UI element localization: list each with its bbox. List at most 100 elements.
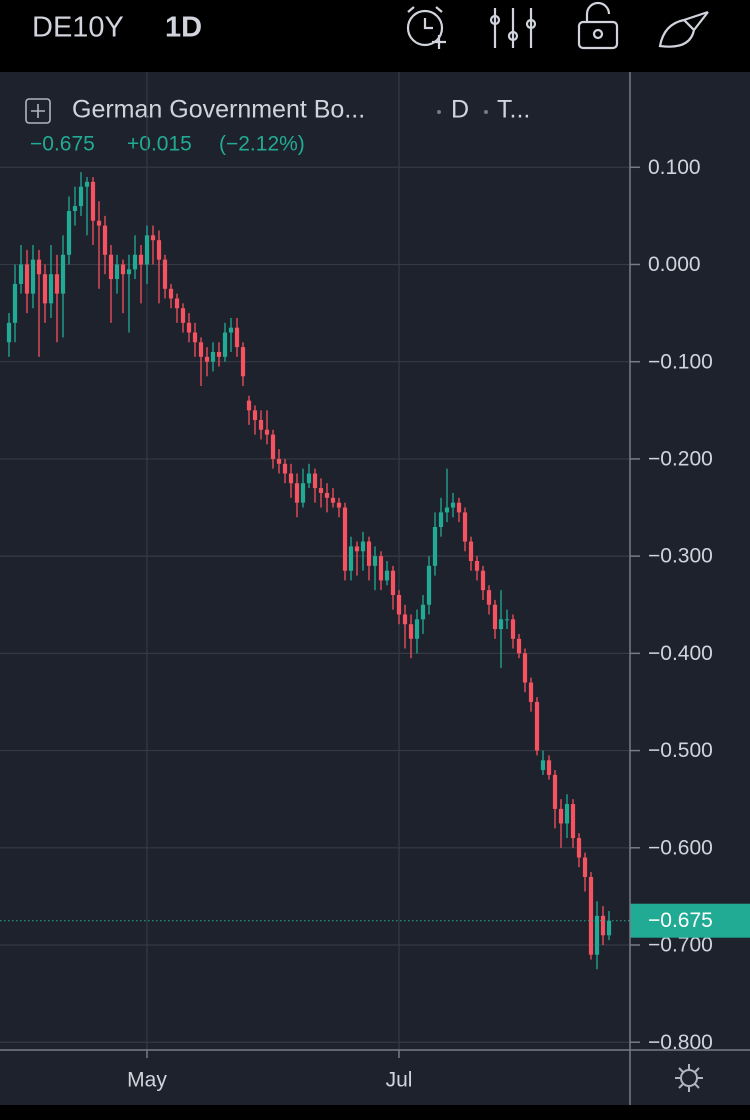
candle-body bbox=[600, 915, 606, 936]
candle-body bbox=[198, 342, 204, 357]
candle-body bbox=[450, 502, 456, 508]
candle-body bbox=[180, 308, 186, 323]
candle-body bbox=[318, 488, 324, 493]
y-tick-label: 0.000 bbox=[648, 253, 701, 276]
candle-body bbox=[378, 556, 384, 581]
candle-body bbox=[240, 347, 246, 377]
candle-body bbox=[384, 570, 390, 581]
candle-body bbox=[72, 206, 78, 212]
candle-body bbox=[480, 570, 486, 591]
candle-body bbox=[522, 653, 528, 683]
candle-body bbox=[228, 327, 234, 333]
candle-body bbox=[594, 915, 600, 955]
candle-body bbox=[300, 483, 306, 503]
candle-body bbox=[366, 541, 372, 566]
candle-body bbox=[402, 614, 408, 625]
candle-body bbox=[288, 473, 294, 484]
draw-icon[interactable] bbox=[658, 10, 709, 48]
candle-body bbox=[18, 264, 24, 284]
candle-body bbox=[324, 492, 330, 498]
y-tick-label: −0.500 bbox=[648, 739, 713, 762]
candle-body bbox=[360, 541, 366, 552]
candle-body bbox=[498, 619, 504, 630]
candle-body bbox=[156, 240, 162, 260]
y-tick-label: −0.100 bbox=[648, 350, 713, 373]
candle-body bbox=[468, 541, 474, 561]
candle-body bbox=[132, 254, 138, 270]
candle-body bbox=[162, 259, 168, 289]
y-tick-label: −0.300 bbox=[648, 545, 713, 568]
toolbar bbox=[406, 1, 709, 50]
candle-body bbox=[606, 920, 612, 936]
candle-body bbox=[408, 624, 414, 639]
interval[interactable]: 1D bbox=[165, 12, 202, 44]
candle-body bbox=[342, 507, 348, 571]
candle-body bbox=[54, 274, 60, 294]
expand-plus bbox=[31, 104, 45, 118]
candle-body bbox=[168, 288, 174, 299]
dot bbox=[484, 110, 488, 114]
candle-body bbox=[222, 332, 228, 357]
price: −0.675 bbox=[30, 133, 95, 156]
candle-body bbox=[474, 561, 480, 571]
candle-body bbox=[246, 400, 252, 411]
candle-body bbox=[582, 857, 588, 877]
candle-body bbox=[420, 604, 426, 620]
y-tick-label: −0.700 bbox=[648, 934, 713, 957]
candle-body bbox=[174, 298, 180, 309]
x-tick-label: May bbox=[127, 1069, 167, 1092]
candle-body bbox=[312, 473, 318, 489]
candle-body bbox=[546, 760, 552, 775]
candle-body bbox=[108, 254, 114, 280]
candle-body bbox=[12, 283, 18, 323]
candle-body bbox=[432, 526, 438, 566]
candle-body bbox=[84, 181, 90, 187]
indicators-icon[interactable] bbox=[489, 8, 537, 48]
y-tick-label: −0.600 bbox=[648, 836, 713, 859]
candle-body bbox=[492, 604, 498, 630]
candle-body bbox=[270, 434, 276, 459]
candle-body bbox=[204, 356, 210, 362]
candle-body bbox=[36, 259, 42, 275]
candle-body bbox=[138, 254, 144, 265]
x-tick-label: Jul bbox=[386, 1069, 413, 1092]
plot: 0.100 0.000 −0.100 −0.200 −0.300 −0.400 −0.500… bbox=[0, 72, 750, 1092]
candle-body bbox=[126, 269, 132, 275]
y-tick-label: 0.100 bbox=[648, 156, 701, 179]
alert-icon[interactable] bbox=[406, 6, 446, 49]
dot bbox=[437, 110, 441, 114]
candle-body bbox=[276, 458, 282, 464]
candle-body bbox=[192, 332, 198, 343]
candle-body bbox=[30, 259, 36, 294]
candle-body bbox=[186, 322, 192, 333]
y-tick-label: −0.800 bbox=[648, 1031, 713, 1054]
candle-body bbox=[60, 254, 66, 294]
candle-body bbox=[414, 619, 420, 639]
candle-body bbox=[24, 264, 30, 294]
candle-body bbox=[66, 211, 72, 255]
y-tick-label: −0.400 bbox=[648, 642, 713, 665]
candle-body bbox=[102, 225, 108, 255]
candle-body bbox=[150, 235, 156, 241]
candle-body bbox=[528, 682, 534, 702]
candle-body bbox=[336, 502, 342, 508]
candle-body bbox=[354, 546, 360, 552]
candle-body bbox=[438, 512, 444, 527]
candle-body bbox=[210, 351, 216, 362]
candle-body bbox=[576, 838, 582, 858]
candle-body bbox=[120, 264, 126, 275]
expand-icon[interactable] bbox=[25, 98, 51, 124]
legend-title: German Government Bo... bbox=[72, 96, 365, 124]
lock-icon[interactable] bbox=[577, 1, 619, 50]
symbol[interactable]: DE10Y bbox=[32, 12, 124, 44]
legend-source: T... bbox=[497, 96, 530, 124]
candle-body bbox=[540, 760, 546, 771]
candle-body bbox=[462, 512, 468, 542]
y-tick-label: −0.200 bbox=[648, 447, 713, 470]
candle-body bbox=[558, 808, 564, 824]
settings-icon[interactable] bbox=[675, 1064, 703, 1092]
candle-body bbox=[144, 235, 150, 265]
candle-body bbox=[564, 804, 570, 824]
candle-body bbox=[486, 590, 492, 605]
